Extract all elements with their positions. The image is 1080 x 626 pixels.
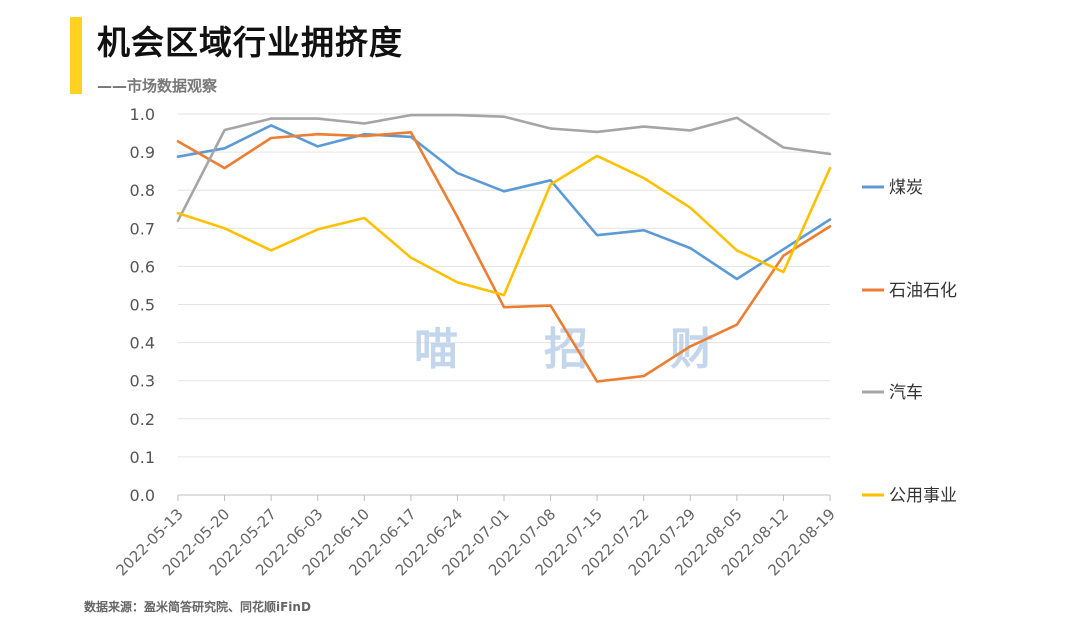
- y-tick-label: 0.6: [130, 257, 155, 276]
- y-axis-ticks: 0.0 0.1 0.2 0.3 0.4 0.5 0.6 0.7 0.8 0.9 1.0: [130, 105, 155, 505]
- y-tick-label: 1.0: [130, 105, 155, 124]
- y-tick-label: 0.2: [130, 410, 155, 429]
- legend-label: 石油石化: [889, 281, 957, 301]
- series-line-石油石化: [176, 131, 832, 383]
- x-axis-ticks: 2022-05-132022-05-202022-05-272022-06-03…: [112, 505, 838, 579]
- data-source-note: 数据来源：盈米简答研究院、同花顺iFinD: [84, 600, 311, 614]
- y-tick-label: 0.9: [130, 143, 155, 162]
- legend-label: 煤炭: [889, 178, 923, 198]
- y-tick-label: 0.1: [130, 448, 155, 467]
- legend-label: 汽车: [889, 383, 923, 403]
- y-tick-label: 0.5: [130, 296, 155, 315]
- series-line-汽车: [176, 113, 832, 222]
- watermark-glyph: 喵: [414, 324, 458, 375]
- series-lines: [176, 113, 832, 383]
- page-title: 机会区域行业拥挤度: [97, 23, 403, 62]
- page-subtitle: ——市场数据观察: [97, 77, 218, 95]
- y-tick-label: 0.0: [130, 486, 155, 505]
- chart-grid: [177, 113, 831, 501]
- watermark: 喵招财: [414, 324, 714, 375]
- y-tick-label: 0.8: [130, 181, 155, 200]
- series-line-煤炭: [176, 124, 832, 281]
- legend-label: 公用事业: [889, 486, 957, 506]
- watermark-glyph: 财: [670, 324, 714, 375]
- y-tick-label: 0.3: [130, 372, 155, 391]
- y-tick-label: 0.4: [130, 334, 155, 353]
- series-line-公用事业: [176, 154, 832, 297]
- y-tick-label: 0.7: [130, 219, 155, 238]
- title-accent-bar: [70, 17, 82, 94]
